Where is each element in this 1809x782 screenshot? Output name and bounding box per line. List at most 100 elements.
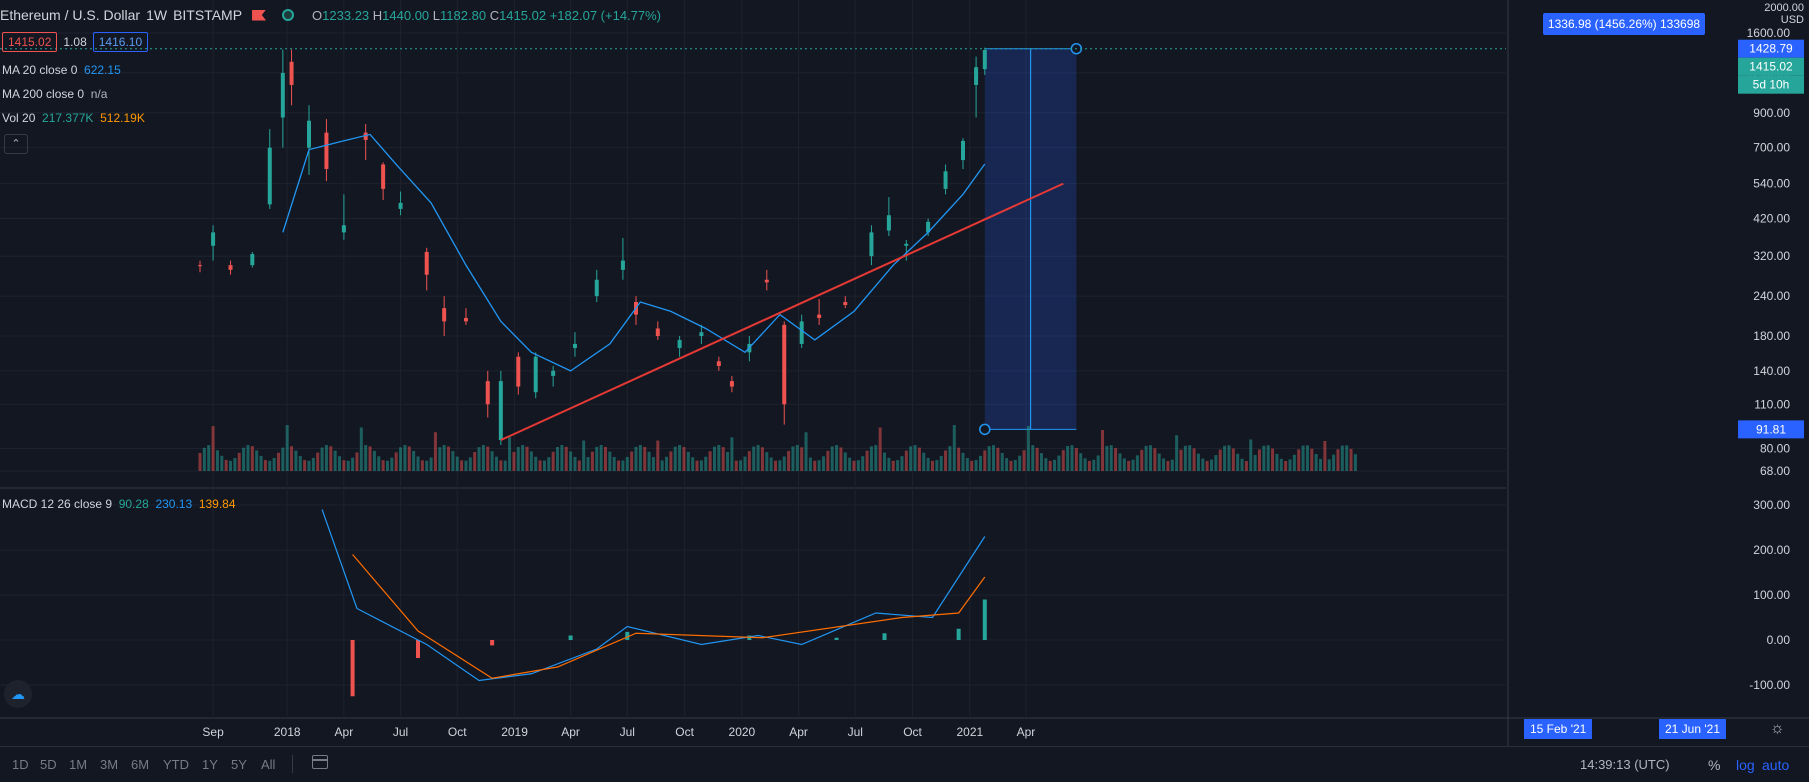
ma20-line — [282, 133, 986, 372]
volume-bar — [294, 450, 298, 471]
volume-bar — [922, 452, 926, 471]
volume-bar — [795, 445, 799, 471]
tf-5y[interactable]: 5Y — [231, 757, 247, 772]
volume-legend[interactable]: Vol 20 217.377K 512.19K — [2, 111, 145, 125]
flag-icon[interactable] — [252, 9, 267, 21]
volume-bar — [800, 447, 804, 471]
macd-legend[interactable]: MACD 12 26 close 9 90.28 230.13 139.84 — [2, 497, 236, 511]
volume-bar — [1140, 449, 1144, 471]
candle-body — [498, 381, 503, 441]
tf-5d[interactable]: 5D — [40, 757, 57, 772]
macd-tick-label: 200.00 — [1753, 543, 1790, 557]
settings-gear-icon[interactable]: ☼ — [1770, 720, 1785, 737]
price-tick-label: 110.00 — [1754, 397, 1790, 411]
volume-bar — [1039, 453, 1043, 471]
candle-body — [974, 67, 979, 85]
volume-bar — [1057, 455, 1061, 471]
macd-histogram-bar — [350, 640, 355, 697]
measure-end-date-tag: 21 Jun '21 — [1659, 719, 1727, 739]
volume-bar — [556, 446, 560, 471]
ma20-legend[interactable]: MA 20 close 0 622.15 — [2, 63, 121, 77]
volume-bar — [1153, 448, 1157, 471]
tradingview-logo-icon[interactable]: ☁ — [4, 680, 32, 708]
utc-clock[interactable]: 14:39:13 (UTC) — [1580, 757, 1670, 772]
volume-bar — [712, 446, 716, 471]
percent-scale-toggle[interactable]: % — [1708, 757, 1721, 773]
toolbar-divider — [292, 755, 293, 773]
candle-body — [782, 324, 787, 405]
macd-histogram-bar — [416, 640, 420, 658]
candle-body — [620, 260, 625, 270]
volume-bar — [1026, 426, 1030, 471]
volume-bar — [399, 447, 403, 471]
tf-all[interactable]: All — [261, 757, 276, 772]
volume-bar — [403, 445, 407, 471]
tf-1d[interactable]: 1D — [12, 757, 29, 772]
interval-label[interactable]: 1W — [146, 7, 168, 23]
volume-bar — [1310, 448, 1314, 471]
volume-bar — [1109, 445, 1113, 471]
volume-bar — [1253, 454, 1257, 471]
volume-bar — [813, 460, 817, 471]
volume-bar — [442, 445, 446, 471]
volume-bar — [599, 445, 603, 471]
volume-bar — [782, 456, 786, 471]
volume-bar — [1196, 453, 1200, 471]
volume-bar — [1096, 455, 1100, 471]
auto-scale-toggle[interactable]: auto — [1762, 757, 1790, 773]
volume-bar — [651, 457, 655, 471]
volume-bar — [433, 432, 437, 471]
volume-bar — [1301, 445, 1305, 471]
volume-bar — [1323, 440, 1327, 471]
bid-price[interactable]: 1415.02 — [2, 32, 58, 52]
measure-label-box — [1543, 13, 1705, 35]
volume-bar — [425, 460, 429, 471]
volume-bar — [303, 460, 307, 471]
volume-bar — [1009, 460, 1013, 471]
tf-1y[interactable]: 1Y — [202, 757, 218, 772]
time-tick-label: 2020 — [729, 725, 756, 739]
volume-bar — [582, 440, 586, 471]
collapse-legend-button[interactable]: ⌃ — [4, 134, 28, 154]
price-tick-label: 540.00 — [1753, 177, 1790, 191]
candle-body — [381, 164, 386, 189]
tf-ytd[interactable]: YTD — [163, 757, 189, 772]
volume-bar — [215, 450, 219, 471]
macd-tick-label: 100.00 — [1753, 588, 1790, 602]
volume-bar — [590, 451, 594, 471]
ask-price[interactable]: 1416.10 — [92, 32, 149, 52]
volume-bar — [516, 447, 520, 471]
volume-bar — [220, 455, 224, 471]
measure-handle-start — [979, 423, 991, 436]
volume-bar — [939, 455, 943, 471]
volume-ma-value: 512.19K — [100, 111, 145, 125]
volume-bar — [839, 447, 843, 471]
log-scale-toggle[interactable]: log — [1736, 757, 1755, 773]
symbol-name[interactable]: Ethereum / U.S. Dollar — [0, 7, 141, 23]
price-tag-low-box — [1738, 420, 1804, 439]
time-tick-label: Jul — [393, 725, 408, 739]
tf-6m[interactable]: 6M — [131, 757, 150, 772]
volume-bar — [861, 456, 865, 471]
volume-bar — [233, 458, 237, 471]
volume-bar — [656, 440, 660, 471]
price-chart[interactable]: 1600.001200.00900.00700.00540.00420.0032… — [0, 0, 1809, 746]
time-tick-label: Oct — [448, 725, 467, 739]
market-status-icon[interactable] — [282, 9, 295, 21]
volume-bar — [760, 447, 764, 471]
price-tick-top: 2000.00 — [1764, 2, 1804, 14]
volume-bar — [1166, 460, 1170, 471]
volume-bar — [682, 447, 686, 471]
ma200-legend[interactable]: MA 200 close 0 n/a — [2, 87, 108, 101]
volume-bar — [416, 456, 420, 471]
tf-3m[interactable]: 3M — [100, 757, 119, 772]
volume-bar — [1236, 453, 1240, 471]
calendar-icon[interactable] — [312, 755, 328, 769]
volume-bar — [603, 446, 607, 471]
volume-bar — [1319, 458, 1323, 471]
tf-1m[interactable]: 1M — [69, 757, 88, 772]
volume-bar — [1127, 460, 1131, 471]
volume-bar — [534, 456, 538, 471]
volume-bar — [1044, 458, 1048, 471]
currency-label: USD — [1780, 14, 1804, 26]
